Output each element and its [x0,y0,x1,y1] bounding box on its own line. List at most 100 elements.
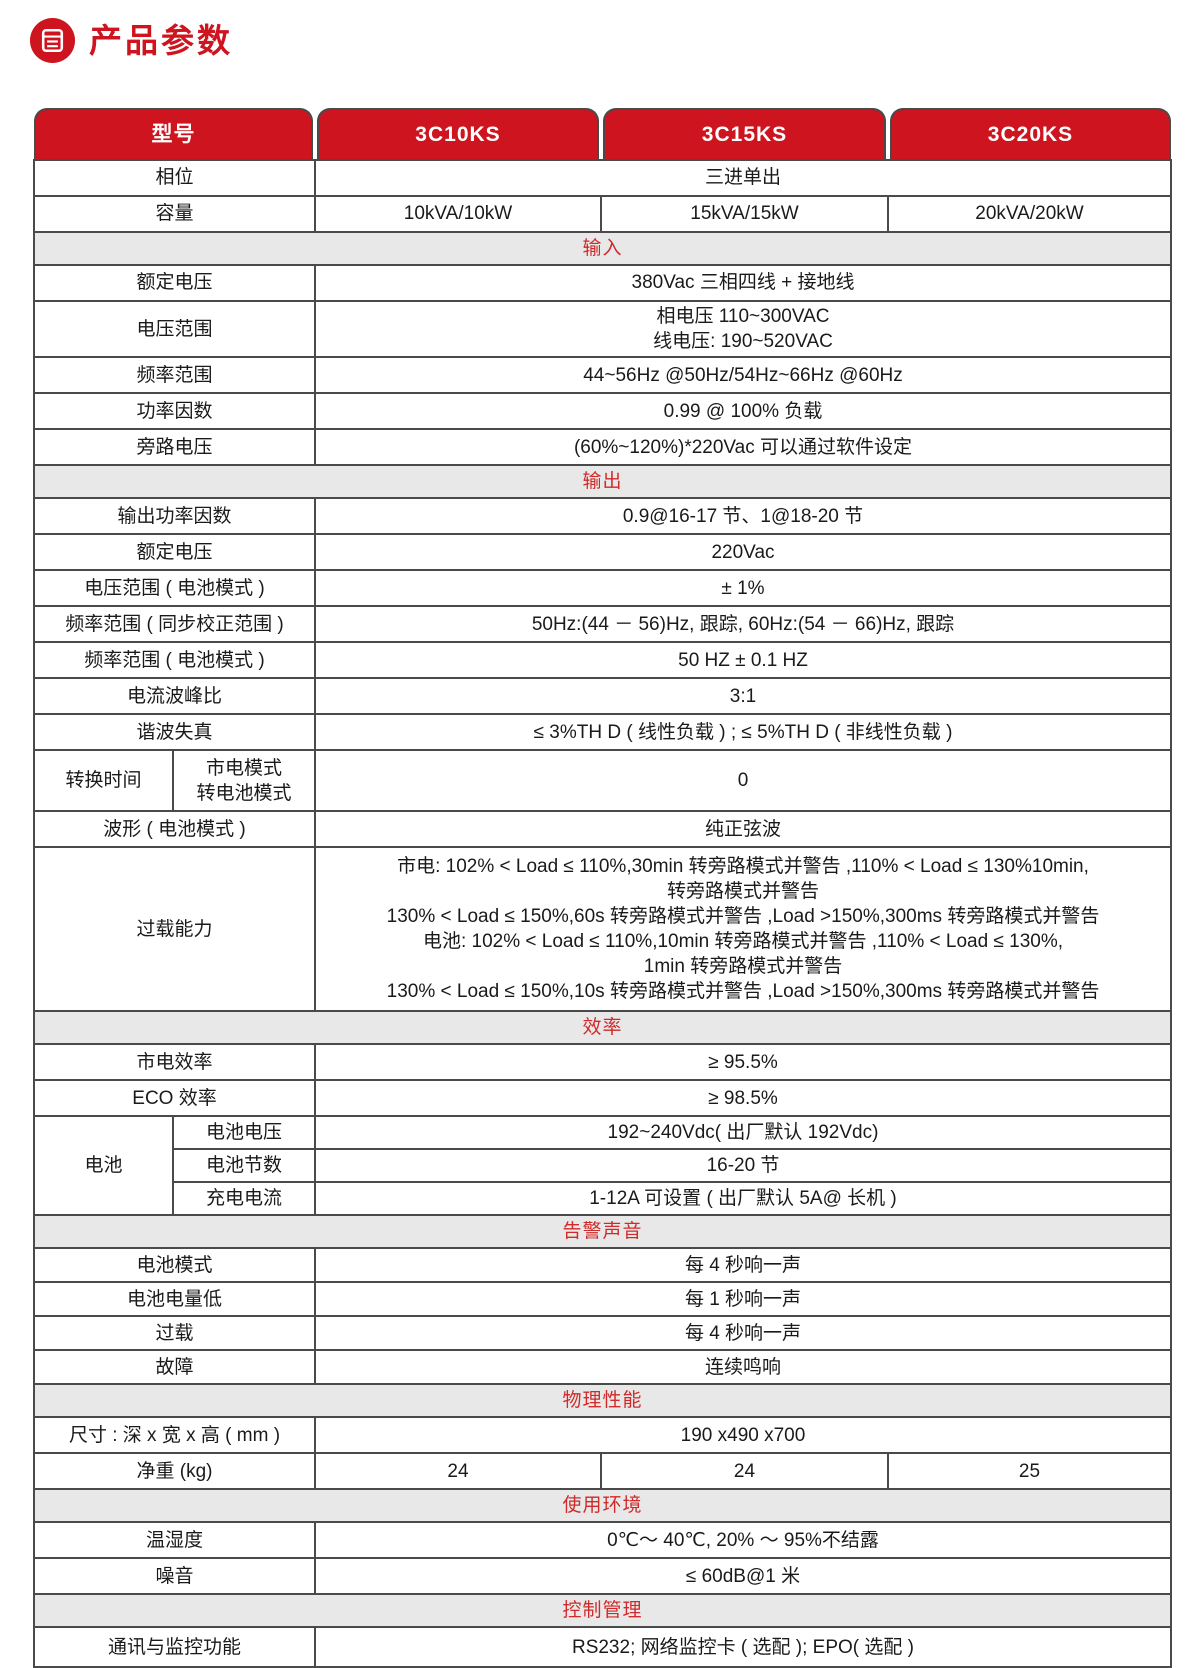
section-title: 告警声音 [33,1214,1172,1250]
row-group-label: 电池 [33,1115,174,1217]
header-cell: 3C10KS [315,106,601,160]
row-charge-current: 充电电流 1-12A 可设置 ( 出厂默认 5A@ 长机 ) [34,1181,1172,1217]
row-value: ≥ 95.5% [314,1043,1172,1082]
row-value: 50 HZ ± 0.1 HZ [314,641,1172,680]
row-label: 电压范围 ( 电池模式 ) [33,569,316,608]
header-cell: 3C20KS [888,106,1171,160]
row-sublabel: 市电模式 转电池模式 [172,749,316,813]
row-battery-count: 电池节数 16-20 节 [34,1148,1172,1184]
row-harmonic-distortion: 谐波失真 ≤ 3%TH D ( 线性负载 ) ; ≤ 5%TH D ( 非线性负… [33,713,1172,752]
row-sublabel: 电池电压 [172,1115,316,1151]
row-label: 通讯与监控功能 [33,1626,316,1668]
row-value: 0.9@16-17 节、1@18-20 节 [314,497,1172,536]
row-value: 连续鸣响 [314,1349,1172,1386]
row-waveform: 波形 ( 电池模式 ) 纯正弦波 [33,810,1172,849]
row-label: 容量 [33,195,316,233]
row-alarm-battery-low: 电池电量低 每 1 秒响一声 [33,1281,1172,1318]
section-title: 输入 [33,231,1172,266]
row-value: 0℃～ 40℃, 20% ～ 95%不结露 [314,1521,1172,1560]
row-value: ± 1% [314,569,1172,608]
row-value: ≥ 98.5% [314,1079,1172,1118]
section-output: 输出 [33,464,1172,500]
row-alarm-fault: 故障 连续鸣响 [33,1349,1172,1386]
row-label: 电压范围 [33,299,316,359]
row-value: 24 [314,1452,602,1491]
row-power-factor-in: 功率因数 0.99 @ 100% 负载 [33,392,1172,431]
header-tab-3c20ks: 3C20KS [890,108,1171,159]
row-value: 相电压 110~300VAC 线电压: 190~520VAC [314,299,1172,359]
row-value: 3:1 [314,677,1172,716]
row-label: 电流波峰比 [33,677,316,716]
section-efficiency: 效率 [33,1010,1172,1046]
row-value: 24 [600,1452,889,1491]
row-value: 15kVA/15kW [600,195,889,233]
page-title: 产品参数 [89,22,233,59]
row-label: 故障 [33,1349,316,1386]
row-value: ≤ 60dB@1 米 [314,1557,1172,1596]
row-freq-range-in: 频率范围 44~56Hz @50Hz/54Hz~66Hz @60Hz [33,356,1172,395]
row-label: 输出功率因数 [33,497,316,536]
row-value: 380Vac 三相四线 + 接地线 [314,264,1172,302]
row-phase: 相位 三进单出 [33,159,1172,197]
row-label: 过载能力 [33,846,316,1013]
row-value: 16-20 节 [314,1148,1172,1184]
row-label: 净重 (kg) [33,1452,316,1491]
row-value: 1-12A 可设置 ( 出厂默认 5A@ 长机 ) [314,1181,1172,1217]
row-crest-factor: 电流波峰比 3:1 [33,677,1172,716]
row-bypass-voltage: 旁路电压 (60%~120%)*220Vac 可以通过软件设定 [33,428,1172,467]
header-tab-3c10ks: 3C10KS [317,108,599,159]
row-label: 过载 [33,1315,316,1352]
row-capacity: 容量 10kVA/10kW 15kVA/15kW 20kVA/20kW [33,195,1172,233]
row-value: 190 x490 x700 [314,1416,1172,1455]
row-value: (60%~120%)*220Vac 可以通过软件设定 [314,428,1172,467]
row-value: 50Hz:(44 － 56)Hz, 跟踪, 60Hz:(54 － 66)Hz, … [314,605,1172,644]
row-rated-voltage-out: 额定电压 220Vac [33,533,1172,572]
row-overload: 过载能力 市电: 102% < Load ≤ 110%,30min 转旁路模式并… [33,846,1172,1013]
row-label: 温湿度 [33,1521,316,1560]
row-communication: 通讯与监控功能 RS232; 网络监控卡 ( 选配 ); EPO( 选配 ) [33,1626,1172,1668]
row-label: 噪音 [33,1557,316,1596]
row-value: 44~56Hz @50Hz/54Hz~66Hz @60Hz [314,356,1172,395]
section-alarm: 告警声音 [33,1214,1172,1250]
row-label: 功率因数 [33,392,316,431]
row-label: 电池电量低 [33,1281,316,1318]
row-value: 220Vac [314,533,1172,572]
section-title: 输出 [33,464,1172,500]
header-model-cell: 型号 [34,106,315,160]
row-label: 额定电压 [33,533,316,572]
row-value: 每 4 秒响一声 [314,1315,1172,1352]
section-title: 控制管理 [33,1593,1172,1629]
spec-sheet-icon [29,17,76,64]
table-header-row: 型号 3C10KS 3C15KS 3C20KS [34,106,1171,160]
row-label: 额定电压 [33,264,316,302]
row-value: 0.99 @ 100% 负载 [314,392,1172,431]
row-eco-efficiency: ECO 效率 ≥ 98.5% [33,1079,1172,1118]
row-label: 旁路电压 [33,428,316,467]
row-output-power-factor: 输出功率因数 0.9@16-17 节、1@18-20 节 [33,497,1172,536]
row-value: 10kVA/10kW [314,195,602,233]
row-alarm-overload: 过载 每 4 秒响一声 [33,1315,1172,1352]
row-transfer-time: 转换时间 市电模式 转电池模式 0 [33,749,1172,813]
header-tab-3c15ks: 3C15KS [603,108,886,159]
row-label: 频率范围 ( 电池模式 ) [33,641,316,680]
row-value: RS232; 网络监控卡 ( 选配 ); EPO( 选配 ) [314,1626,1172,1668]
header-tab-model-label: 型号 [34,108,313,159]
section-environment: 使用环境 [33,1488,1172,1524]
row-temp-humidity: 温湿度 0℃～ 40℃, 20% ～ 95%不结露 [33,1521,1172,1560]
row-battery-voltage: 电池 电池电压 192~240Vdc( 出厂默认 192Vdc) [33,1115,1172,1217]
row-value: 市电: 102% < Load ≤ 110%,30min 转旁路模式并警告 ,1… [314,846,1172,1013]
row-value: ≤ 3%TH D ( 线性负载 ) ; ≤ 5%TH D ( 非线性负载 ) [314,713,1172,752]
row-label: 尺寸 : 深 x 宽 x 高 ( mm ) [33,1416,316,1455]
row-value: 192~240Vdc( 出厂默认 192Vdc) [314,1115,1172,1151]
row-label: 相位 [33,159,316,197]
row-value: 20kVA/20kW [887,195,1172,233]
row-value: 每 1 秒响一声 [314,1281,1172,1318]
row-label: 电池模式 [33,1247,316,1284]
header-cell: 3C15KS [601,106,888,160]
row-value: 每 4 秒响一声 [314,1247,1172,1284]
section-management: 控制管理 [33,1593,1172,1629]
row-label: ECO 效率 [33,1079,316,1118]
row-voltage-range-battery: 电压范围 ( 电池模式 ) ± 1% [33,569,1172,608]
section-title: 效率 [33,1010,1172,1046]
